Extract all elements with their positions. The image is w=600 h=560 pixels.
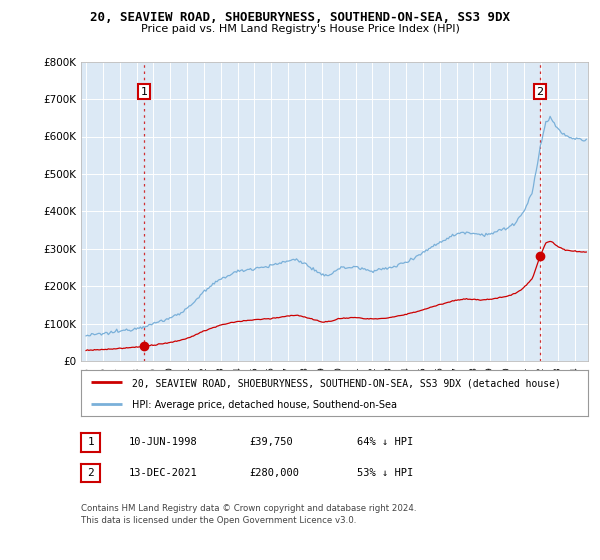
Text: 2: 2 — [87, 468, 94, 478]
Text: 64% ↓ HPI: 64% ↓ HPI — [357, 437, 413, 447]
Text: 20, SEAVIEW ROAD, SHOEBURYNESS, SOUTHEND-ON-SEA, SS3 9DX (detached house): 20, SEAVIEW ROAD, SHOEBURYNESS, SOUTHEND… — [132, 379, 560, 389]
Text: 13-DEC-2021: 13-DEC-2021 — [129, 468, 198, 478]
Text: Contains HM Land Registry data © Crown copyright and database right 2024.
This d: Contains HM Land Registry data © Crown c… — [81, 504, 416, 525]
Text: HPI: Average price, detached house, Southend-on-Sea: HPI: Average price, detached house, Sout… — [132, 400, 397, 410]
Text: 53% ↓ HPI: 53% ↓ HPI — [357, 468, 413, 478]
Text: 2: 2 — [536, 87, 544, 96]
Text: 1: 1 — [87, 437, 94, 447]
Text: 20, SEAVIEW ROAD, SHOEBURYNESS, SOUTHEND-ON-SEA, SS3 9DX: 20, SEAVIEW ROAD, SHOEBURYNESS, SOUTHEND… — [90, 11, 510, 24]
Text: 10-JUN-1998: 10-JUN-1998 — [129, 437, 198, 447]
Text: £280,000: £280,000 — [249, 468, 299, 478]
Text: £39,750: £39,750 — [249, 437, 293, 447]
Text: 1: 1 — [140, 87, 148, 96]
Text: Price paid vs. HM Land Registry's House Price Index (HPI): Price paid vs. HM Land Registry's House … — [140, 24, 460, 34]
